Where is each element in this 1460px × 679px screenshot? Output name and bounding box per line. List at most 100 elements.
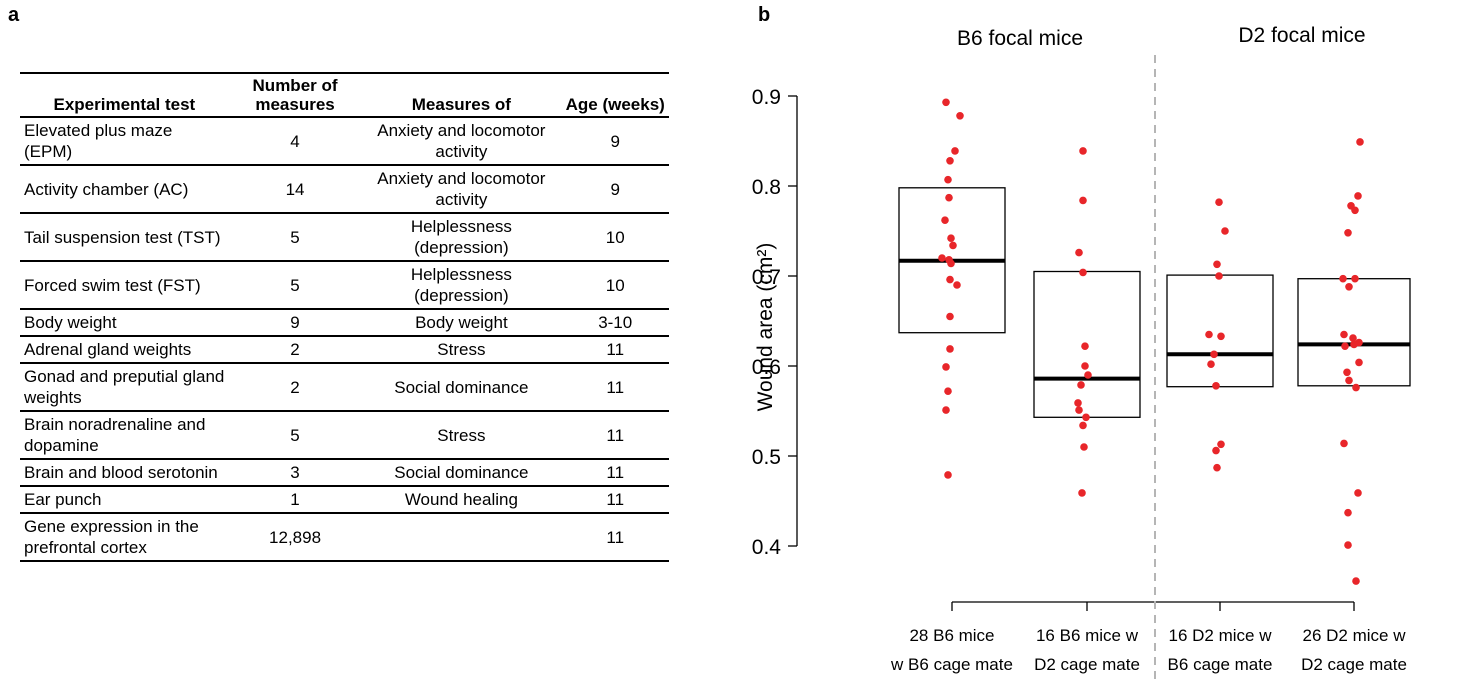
- data-point: [941, 216, 949, 224]
- data-point: [1339, 274, 1347, 283]
- data-point: [946, 157, 954, 165]
- data-point: [944, 471, 952, 479]
- box: [1166, 274, 1274, 388]
- data-point: [1213, 260, 1221, 269]
- x-tick-label: 26 D2 mice w: [1303, 626, 1407, 645]
- data-point: [1345, 283, 1353, 291]
- y-tick-label: 0.7: [752, 266, 781, 289]
- box: [898, 187, 1006, 334]
- cell-measures-of: Stress: [437, 425, 486, 445]
- cell-measures-of: Social dominance: [394, 463, 529, 482]
- x-tick-label: w B6 cage mate: [890, 655, 1013, 674]
- data-point: [953, 281, 961, 289]
- cell-test: Adrenal gland weights: [24, 340, 192, 359]
- cell-test: Brain noradrenaline and dopamine: [24, 415, 206, 455]
- data-point: [1075, 406, 1083, 414]
- x-tick-label: B6 cage mate: [1168, 655, 1273, 674]
- table-row: Activity chamber (AC) 14 Anxiety and locom…: [20, 165, 669, 213]
- cell-age: 11: [606, 463, 625, 482]
- table-row: Gonad and preputial gland weights 2 Social…: [20, 363, 669, 411]
- x-tick-label: 16 D2 mice w: [1169, 626, 1273, 645]
- x-tick-label: D2 cage mate: [1034, 655, 1140, 674]
- cell-test: Activity chamber (AC): [24, 179, 189, 199]
- data-point: [1341, 342, 1349, 351]
- cell-measures-of: Helplessness (depression): [410, 217, 512, 257]
- data-point: [1210, 350, 1218, 359]
- cell-measures-of: Wound healing: [404, 490, 518, 509]
- cell-measures-of: Social dominance: [394, 377, 529, 397]
- data-point: [1212, 382, 1220, 390]
- data-point: [1077, 381, 1085, 389]
- cell-number: 12,898: [269, 527, 322, 547]
- data-point: [1217, 440, 1225, 449]
- cell-measures-of: Anxiety and locomotor activity: [377, 121, 546, 161]
- data-point: [1340, 330, 1348, 339]
- y-tick-label: 0.8: [752, 176, 781, 199]
- cell-age: 11: [606, 490, 625, 509]
- cell-age: 11: [606, 340, 625, 359]
- data-point: [1207, 360, 1215, 369]
- data-point: [1347, 202, 1355, 210]
- cell-measures-of: [361, 513, 561, 561]
- data-point: [1344, 229, 1352, 237]
- cell-test: Brain and blood serotonin: [24, 463, 218, 482]
- cell-test: Forced swim test (FST): [24, 275, 201, 295]
- y-tick-label: 0.5: [752, 446, 781, 469]
- data-point: [1081, 362, 1089, 370]
- y-tick-label: 0.9: [752, 86, 781, 109]
- data-point: [1217, 332, 1225, 341]
- data-point: [1343, 368, 1351, 377]
- data-point: [946, 312, 954, 321]
- table-row: Forced swim test (FST) 5 Helplessness (dep…: [20, 261, 669, 309]
- data-point: [951, 147, 959, 155]
- cell-test: Elevated plus maze (EPM): [24, 121, 173, 161]
- data-point: [1351, 274, 1359, 283]
- box: [1033, 270, 1141, 418]
- table-row: Body weight 9 Body weight 3-10: [20, 309, 669, 336]
- cell-age: 11: [606, 377, 625, 397]
- cell-number: 5: [290, 425, 300, 445]
- cell-number: 2: [290, 340, 300, 359]
- data-point: [947, 234, 955, 242]
- cell-number: 2: [290, 377, 300, 397]
- cell-measures-of: Body weight: [415, 313, 508, 332]
- data-point: [946, 345, 954, 353]
- cell-age: 3-10: [598, 313, 633, 332]
- data-point: [1079, 421, 1087, 430]
- panel-label-b: b: [758, 4, 771, 26]
- cell-age: 9: [610, 179, 620, 199]
- table-body: Elevated plus maze (EPM) 4 Anxiety and loc…: [20, 117, 669, 561]
- x-tick-label: D2 cage mate: [1301, 655, 1407, 674]
- cell-number: 9: [290, 313, 300, 332]
- header-experimental-test: Experimental test: [53, 95, 196, 114]
- table-row: Brain and blood serotonin 3 Social dominan…: [20, 459, 669, 486]
- data-point: [1205, 330, 1213, 339]
- data-point: [1221, 227, 1229, 235]
- cell-age: 10: [605, 227, 625, 247]
- data-point: [1079, 147, 1087, 155]
- data-point: [1354, 192, 1362, 200]
- data-point: [1351, 206, 1359, 215]
- data-point: [1215, 198, 1223, 206]
- x-tick-label: 28 B6 mice: [909, 626, 994, 645]
- cell-measures-of: Helplessness (depression): [410, 265, 512, 305]
- data-point: [1213, 463, 1221, 472]
- table-row: Brain noradrenaline and dopamine 5 Stress 1…: [20, 411, 669, 459]
- header-age-weeks: Age (weeks): [565, 95, 665, 114]
- table-row: Elevated plus maze (EPM) 4 Anxiety and loc…: [20, 117, 669, 165]
- data-point: [1082, 413, 1090, 422]
- data-point: [944, 175, 952, 184]
- data-point: [1356, 138, 1364, 146]
- y-tick-label: 0.6: [752, 356, 781, 379]
- header-number-of-measures: Number of measures: [252, 76, 338, 114]
- table-row: Tail suspension test (TST) 5 Helplessness …: [20, 213, 669, 261]
- y-tick-label: 0.4: [752, 536, 782, 559]
- data-point: [1079, 268, 1087, 277]
- cell-number: 14: [285, 179, 305, 199]
- data-point: [1084, 371, 1092, 379]
- cell-test: Body weight: [24, 313, 117, 332]
- data-point: [1340, 439, 1348, 448]
- data-point: [944, 387, 952, 396]
- cell-number: 5: [290, 275, 300, 295]
- data-point: [1349, 334, 1357, 342]
